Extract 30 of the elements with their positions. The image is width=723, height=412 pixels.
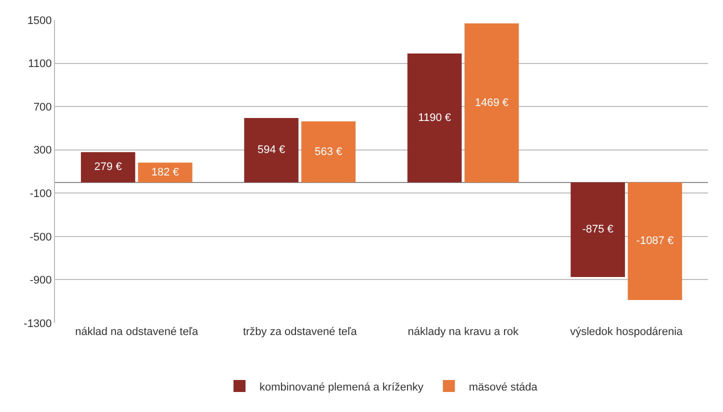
x-tick-label: náklady na kravu a rok bbox=[408, 326, 519, 338]
legend-label: mäsové stáda bbox=[468, 381, 538, 394]
bar bbox=[138, 162, 192, 182]
bar bbox=[570, 182, 625, 278]
bar bbox=[244, 118, 298, 182]
x-tick-label: náklad na odstavené teľa bbox=[75, 326, 200, 338]
bar bbox=[464, 23, 519, 182]
y-tick-label: 300 bbox=[33, 144, 52, 157]
y-tick-label: -1300 bbox=[24, 318, 52, 330]
data-label: 594 € bbox=[258, 144, 286, 156]
x-tick-label: výsledok hospodárenia bbox=[570, 326, 684, 338]
data-label: 1469 € bbox=[474, 96, 509, 109]
data-label: -875 € bbox=[582, 224, 614, 236]
data-label: 1190 € bbox=[418, 112, 451, 124]
x-tick-label: tržby za odstavené teľa bbox=[242, 326, 358, 338]
data-label: 182 € bbox=[151, 166, 179, 178]
bar bbox=[407, 54, 462, 182]
data-label: 563 € bbox=[314, 146, 342, 158]
y-tick-label: -100 bbox=[30, 188, 52, 200]
y-tick-label: 1100 bbox=[28, 58, 52, 70]
bar bbox=[80, 152, 136, 182]
legend-label: kombinované plemená a kríženky bbox=[260, 381, 424, 394]
data-label: -1087 € bbox=[636, 235, 674, 248]
y-tick-label: 1500 bbox=[27, 14, 52, 27]
y-tick-label: -900 bbox=[30, 274, 52, 287]
data-label: 279 € bbox=[94, 161, 122, 174]
bar bbox=[301, 121, 356, 182]
y-tick-label: 700 bbox=[33, 101, 52, 114]
y-tick-label: -500 bbox=[30, 231, 52, 244]
bar bbox=[628, 182, 682, 300]
